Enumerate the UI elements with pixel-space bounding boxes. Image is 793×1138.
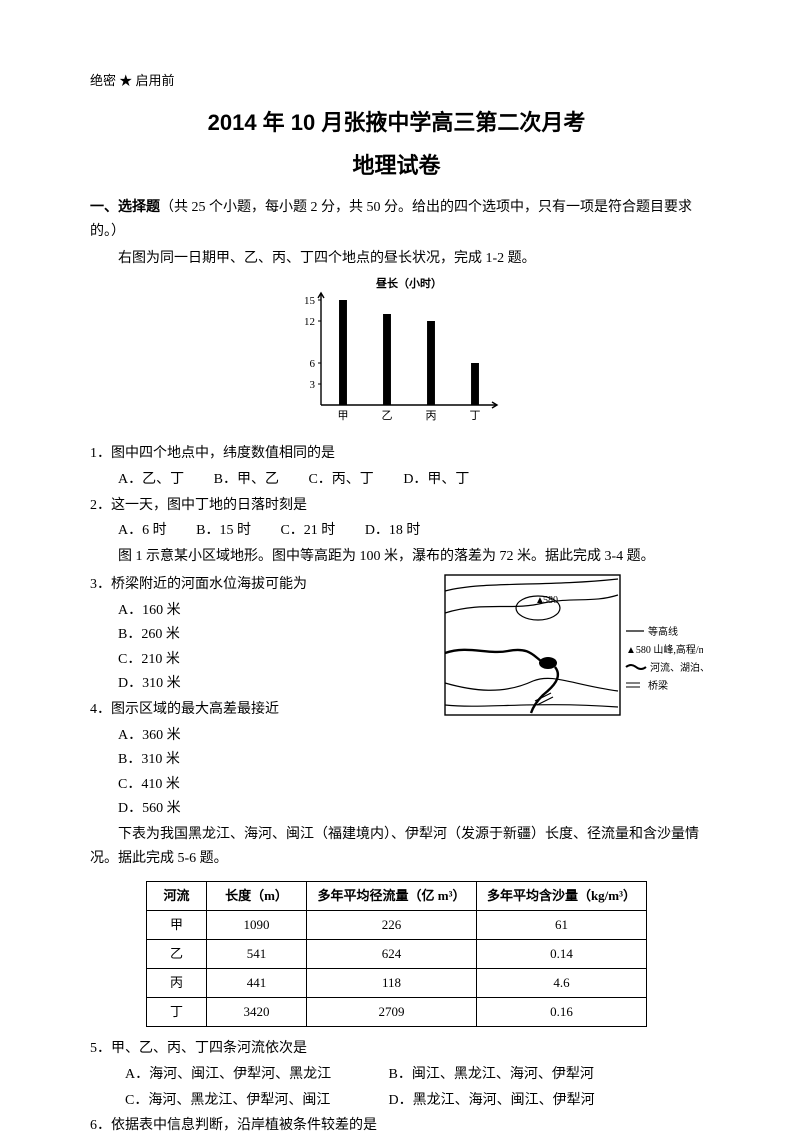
q1-opt-d: D．甲、丁 [403, 468, 469, 492]
table-cell: 0.14 [477, 939, 647, 968]
svg-text:3: 3 [309, 379, 315, 391]
question-5-options: A．海河、闽江、伊犁河、黑龙江 B．闽江、黑龙江、海河、伊犁河 C．海河、黑龙江… [90, 1063, 703, 1115]
table-cell: 624 [307, 939, 477, 968]
table-cell: 丁 [147, 997, 207, 1026]
question-2: 2．这一天，图中丁地的日落时刻是 [90, 494, 703, 518]
q4-opt-c: C．410 米 [118, 773, 278, 797]
svg-text:乙: 乙 [381, 409, 392, 422]
q5-opt-d: D．黑龙江、海河、闽江、伊犁河 [389, 1089, 649, 1113]
table-cell: 2709 [307, 997, 477, 1026]
svg-text:580: 580 [543, 595, 558, 606]
q2-opt-d: D．18 时 [365, 519, 421, 543]
question-4-options-2: C．410 米 D．560 米 [90, 773, 431, 821]
question-4: 4．图示区域的最大高差最接近 [90, 698, 431, 722]
river-data-table: 河流长度（m）多年平均径流量（亿 m³）多年平均含沙量（kg/m³）甲10902… [146, 881, 647, 1027]
svg-text:等高线: 等高线 [648, 625, 678, 638]
question-2-options: A．6 时 B．15 时 C．21 时 D．18 时 [90, 519, 703, 543]
river-table-wrap: 河流长度（m）多年平均径流量（亿 m³）多年平均含沙量（kg/m³）甲10902… [90, 881, 703, 1027]
table-cell: 226 [307, 910, 477, 939]
question-3-options: A．160 米 B．260 米 [90, 599, 431, 647]
q1-opt-a: A．乙、丁 [118, 468, 184, 492]
daylength-bar-chart: 昼长（小时） 3 6 12 15 甲 乙 丙 丁 [287, 275, 507, 425]
table-cell: 丙 [147, 968, 207, 997]
question-4-options: A．360 米 B．310 米 [90, 724, 431, 772]
intro-q1-2: 右图为同一日期甲、乙、丙、丁四个地点的昼长状况，完成 1-2 题。 [90, 247, 703, 271]
table-row: 甲109022661 [147, 910, 647, 939]
q2-opt-c: C．21 时 [280, 519, 335, 543]
table-header: 长度（m） [207, 881, 307, 910]
q2-opt-b: B．15 时 [196, 519, 251, 543]
section-1-heading: 一、选择题（共 25 个小题，每小题 2 分，共 50 分。给出的四个选项中，只… [90, 195, 703, 244]
question-3-options-2: C．210 米 D．310 米 [90, 648, 431, 696]
table-cell: 61 [477, 910, 647, 939]
exam-title-line1: 2014 年 10 月张掖中学高三第二次月考 [90, 104, 703, 141]
svg-text:6: 6 [309, 358, 315, 370]
table-header: 多年平均含沙量（kg/m³） [477, 881, 647, 910]
q3-opt-c: C．210 米 [118, 648, 278, 672]
q3-opt-d: D．310 米 [118, 672, 278, 696]
exam-title-line2: 地理试卷 [90, 147, 703, 184]
table-row: 丙4411184.6 [147, 968, 647, 997]
table-header: 河流 [147, 881, 207, 910]
bar-chart-wrap: 昼长（小时） 3 6 12 15 甲 乙 丙 丁 [90, 275, 703, 434]
table-cell: 4.6 [477, 968, 647, 997]
section-1-heading-rest: （共 25 个小题，每小题 2 分，共 50 分。给出的四个选项中，只有一项是符… [90, 200, 692, 239]
intro-q5-6: 下表为我国黑龙江、海河、闽江（福建境内）、伊犁河（发源于新疆）长度、径流量和含沙… [90, 823, 703, 871]
q4-opt-a: A．360 米 [118, 724, 278, 748]
svg-text:河流、湖泊、瀑布: 河流、湖泊、瀑布 [650, 661, 703, 674]
svg-text:丁: 丁 [469, 410, 480, 422]
svg-text:12: 12 [304, 316, 315, 328]
q1-opt-b: B．甲、乙 [214, 468, 279, 492]
table-header: 多年平均径流量（亿 m³） [307, 881, 477, 910]
svg-text:丙: 丙 [425, 410, 436, 422]
q4-opt-d: D．560 米 [118, 797, 278, 821]
svg-text:15: 15 [304, 295, 316, 307]
table-cell: 541 [207, 939, 307, 968]
question-3: 3．桥梁附近的河面水位海拔可能为 [90, 573, 431, 597]
table-cell: 乙 [147, 939, 207, 968]
q3-opt-a: A．160 米 [118, 599, 278, 623]
svg-text:桥梁: 桥梁 [648, 679, 668, 692]
table-cell: 441 [207, 968, 307, 997]
svg-text:甲: 甲 [337, 410, 348, 422]
intro-q3-4: 图 1 示意某小区域地形。图中等高距为 100 米，瀑布的落差为 72 米。据此… [90, 545, 703, 569]
question-5: 5．甲、乙、丙、丁四条河流依次是 [90, 1037, 703, 1061]
q1-opt-c: C．丙、丁 [308, 468, 373, 492]
svg-text:昼长（小时）: 昼长（小时） [375, 276, 442, 290]
q2-opt-a: A．6 时 [118, 519, 167, 543]
question-1-options: A．乙、丁 B．甲、乙 C．丙、丁 D．甲、丁 [90, 468, 703, 492]
table-cell: 3420 [207, 997, 307, 1026]
q5-opt-c: C．海河、黑龙江、伊犁河、闽江 [125, 1089, 385, 1113]
table-row: 乙5416240.14 [147, 939, 647, 968]
svg-text:▲580 山峰,高程/m: ▲580 山峰,高程/m [626, 643, 703, 656]
section-1-heading-bold: 一、选择题 [90, 198, 160, 214]
q4-opt-b: B．310 米 [118, 748, 278, 772]
topographic-map-diagram: ▲580等高线▲580 山峰,高程/m河流、湖泊、瀑布桥梁 [443, 573, 703, 723]
table-cell: 0.16 [477, 997, 647, 1026]
confidential-label: 绝密 ★ 启用前 [90, 70, 703, 92]
table-cell: 甲 [147, 910, 207, 939]
question-1: 1．图中四个地点中，纬度数值相同的是 [90, 442, 703, 466]
q5-opt-b: B．闽江、黑龙江、海河、伊犁河 [389, 1063, 649, 1087]
table-cell: 1090 [207, 910, 307, 939]
table-row: 丁342027090.16 [147, 997, 647, 1026]
table-cell: 118 [307, 968, 477, 997]
question-6: 6．依据表中信息判断，沿岸植被条件较差的是 [90, 1114, 703, 1138]
q5-opt-a: A．海河、闽江、伊犁河、黑龙江 [125, 1063, 385, 1087]
q3-opt-b: B．260 米 [118, 623, 278, 647]
